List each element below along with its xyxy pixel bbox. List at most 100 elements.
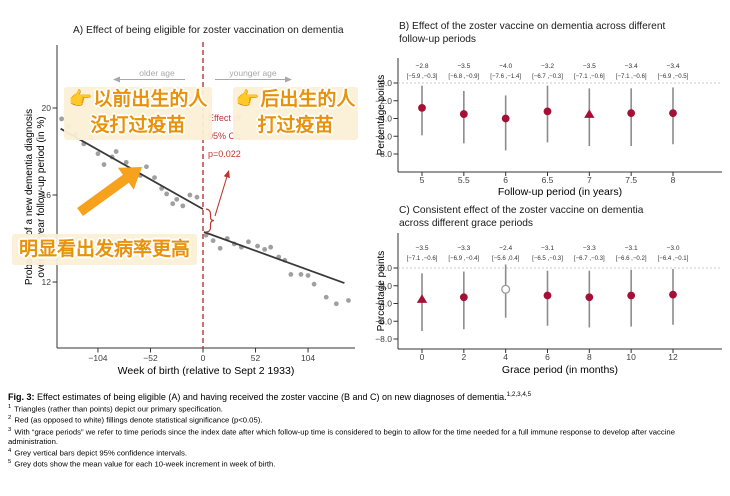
ci-label: [−6.4 ,−0.1] [658, 255, 689, 262]
x-tick-label: 104 [301, 353, 315, 363]
estimate-label: −3.3 [457, 245, 470, 252]
estimate-marker-circle [418, 103, 426, 112]
effect-annotation-text: Effect of [208, 113, 241, 123]
x-tick-label: 7 [587, 175, 592, 185]
effect-annotation-text: 95% CI: [208, 131, 240, 141]
older-age-arrow [113, 76, 185, 83]
y-tick-label: −2.0 [375, 281, 392, 291]
ci-label: [−6.5 ,−0.3] [532, 255, 563, 262]
x-tick-label: 6 [545, 352, 550, 362]
scatter-point [255, 243, 260, 249]
ci-label: [−6.8 ,−0.9] [448, 73, 479, 80]
estimate-marker-circle [501, 114, 510, 123]
footnote-1: 1 Triangles (rather than points) depict … [8, 403, 724, 414]
estimate-marker-triangle [416, 294, 428, 303]
ci-label: [−5.6 ,0.4] [492, 255, 520, 262]
older-age-label: older age [139, 68, 175, 78]
y-tick-label: 0.0 [380, 78, 392, 88]
footnotes-list: 1 Triangles (rather than points) depict … [8, 403, 724, 469]
estimate-label: −2.4 [499, 245, 512, 252]
x-axis-title: Grace period (in months) [502, 364, 618, 376]
ci-label: [−6.7 ,−0.3] [574, 255, 605, 262]
estimate-marker-circle [459, 110, 468, 118]
y-tick-label: 16 [42, 190, 52, 200]
panel-c-title: C) Consistent effect of the zoster vacci… [399, 204, 643, 230]
scatter-point [152, 175, 157, 181]
annotation-left-line1: 以前出生的人 [93, 89, 208, 110]
x-axis-title: Follow-up period (in years) [498, 186, 622, 198]
scatter-point [288, 271, 294, 277]
panel-c-chart: 0.0 −2.0 −4.0 −6.0 −8.0 Percentage points 0 −3.… [375, 233, 722, 376]
estimate-label: −3.4 [666, 63, 679, 70]
y-axis-title: Percentage points [376, 251, 387, 332]
ci-label: [−6.9 ,−0.4] [448, 255, 479, 262]
figure-caption: Fig. 3: Effect estimates of being eligib… [8, 389, 724, 469]
footnote-2: 2 Red (as opposed to white) fillings den… [8, 414, 724, 425]
scatter-point [180, 203, 186, 209]
x-tick-label: 4 [503, 352, 508, 362]
scatter-point [174, 196, 180, 202]
ci-label: [−7.6 ,−1.4] [490, 73, 521, 80]
footnote-3: 3 With “grace periods” we refer to time … [8, 426, 724, 447]
estimate-label: −2.8 [415, 63, 428, 70]
footnote-text: Triangles (rather than points) depict ou… [12, 404, 223, 414]
estimate-label: −3.5 [457, 63, 470, 70]
estimate-label: −3.2 [541, 63, 554, 70]
estimate-marker-circle [585, 293, 594, 302]
pointing-finger-icon: 👉 [235, 89, 260, 110]
emphasis-arrow [77, 167, 142, 216]
footnote-4: 4 Grey vertical bars depict 95% confiden… [8, 447, 724, 458]
scatter-point [217, 245, 223, 251]
scatter-point [187, 192, 193, 198]
figure-number-label: Fig. 3: [8, 392, 35, 402]
x-tick-label: 6.5 [542, 175, 554, 185]
ci-label: [−6.6 ,−0.2] [616, 255, 647, 262]
footnote-text: With “grace periods” we refer to time pe… [8, 427, 675, 446]
y-tick-label: −8.0 [375, 334, 392, 344]
effect-annotation-text: p=0.022 [208, 149, 241, 159]
annotation-born-later-vaccinated: 👉后出生的人 打过疫苗 [233, 87, 358, 140]
estimate-marker-circle [543, 291, 552, 300]
x-tick-label: 8 [587, 352, 592, 362]
scatter-point [170, 201, 176, 207]
footnote-5: 5 Grey dots show the mean value for each… [8, 458, 724, 469]
estimate-marker-circle [459, 293, 468, 302]
x-tick-label: 5 [420, 175, 425, 185]
y-tick-label: −6.0 [375, 131, 392, 141]
estimate-label: −3.0 [666, 245, 679, 252]
scatter-point [101, 162, 107, 167]
pointing-finger-icon: 👉 [68, 89, 93, 110]
x-tick-label: 7.5 [625, 175, 637, 185]
estimate-marker-circle [501, 284, 511, 294]
scatter-point [95, 151, 101, 157]
estimate-label: −3.5 [583, 63, 596, 70]
footnote-superscript: 5 [8, 458, 12, 465]
younger-age-label: younger age [229, 68, 277, 78]
x-tick-label: 0 [201, 353, 206, 363]
footnote-text: Grey vertical bars depict 95% confidence… [12, 448, 187, 458]
caption-main-line: Fig. 3: Effect estimates of being eligib… [8, 389, 724, 403]
footnote-superscript: 3 [8, 426, 12, 433]
estimate-marker-circle [669, 290, 677, 299]
x-axis-title: Week of birth (relative to Sept 2 1933) [118, 365, 295, 377]
footnote-text: Grey dots show the mean value for each 1… [12, 459, 276, 469]
x-tick-label: 6 [503, 175, 508, 185]
ci-label: [−5.9 ,−0.3] [407, 73, 438, 80]
panel-c-title-line2: across different grace periods [399, 218, 534, 229]
footnote-superscript: 1 [8, 404, 12, 410]
discontinuity-brace [205, 208, 215, 233]
footnote-superscript: 2 [8, 415, 12, 422]
x-tick-label: 12 [668, 352, 678, 362]
younger-age-arrow [215, 76, 292, 83]
caption-text: Effect estimates of being eligible (A) a… [34, 392, 507, 402]
x-tick-label: 10 [626, 352, 636, 362]
y-tick-label: −4.0 [375, 114, 392, 124]
panel-b-title-line1: B) Effect of the zoster vaccine on demen… [399, 21, 666, 32]
scatter-point [298, 271, 304, 277]
panel-b-title-line2: follow-up periods [399, 34, 477, 45]
y-tick-label: −6.0 [375, 316, 392, 326]
scatter-point [123, 159, 129, 165]
y-tick-label: −4.0 [375, 299, 392, 309]
